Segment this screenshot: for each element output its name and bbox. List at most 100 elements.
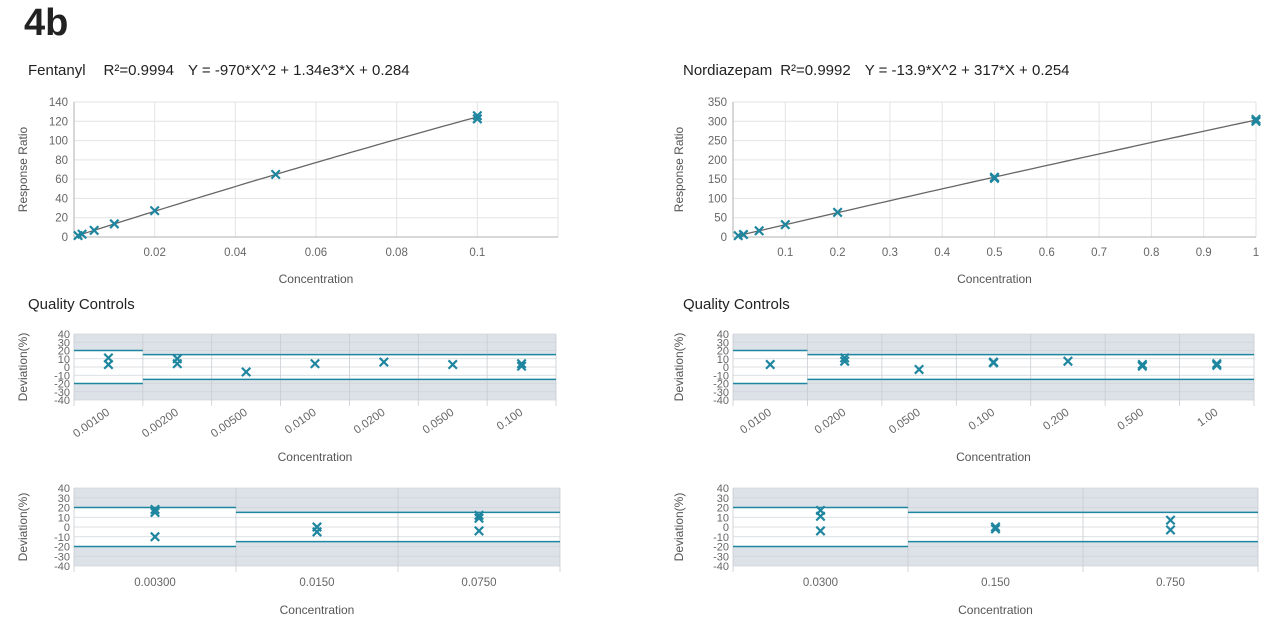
fentanyl-qc-top-qc-point xyxy=(516,358,527,369)
nordiazepam-xtick-label: 0.6 xyxy=(1039,247,1055,259)
fentanyl-qc-top-qc-point xyxy=(103,359,114,370)
nordiazepam-qc-top-xtick-label: 0.100 xyxy=(967,407,997,433)
nordiazepam-qc-top-qc-point xyxy=(839,356,850,367)
fentanyl-title-equation: Y = -970*X^2 + 1.34e3*X + 0.284 xyxy=(188,62,410,79)
fentanyl-ytick-label: 20 xyxy=(55,213,68,225)
fentanyl-qc-top-ytick-label: -30 xyxy=(54,387,70,399)
nordiazepam-qc-top-qc-point xyxy=(1211,358,1222,369)
fentanyl-qc-top-xtick-label: 0.0500 xyxy=(421,407,457,437)
fentanyl-qc-bottom-ytick-label: -10 xyxy=(54,532,70,544)
fentanyl-calibration-point xyxy=(472,110,483,121)
nordiazepam-qc-bottom-ytick-label: -10 xyxy=(713,532,729,544)
nordiazepam-qc-top-ytick-label: 20 xyxy=(717,346,729,358)
fentanyl-qc-top-xtick-label: 0.0100 xyxy=(283,407,319,437)
nordiazepam-qc-top-qc-point xyxy=(839,352,850,363)
nordiazepam-qc-bottom-ytick-label: 20 xyxy=(717,503,729,515)
fentanyl-xtick-label: 0.06 xyxy=(305,247,327,259)
nordiazepam-qc-top-qc-point xyxy=(1137,361,1148,372)
fentanyl-ytick-label: 120 xyxy=(49,116,68,128)
nordiazepam-qc-top-ytick-label: -20 xyxy=(713,379,729,391)
nordiazepam-title: Nordiazepam R²=0.9992 Y = -13.9*X^2 + 317*… xyxy=(683,63,1070,78)
nordiazepam-x-axis-title: Concentration xyxy=(957,272,1032,286)
fentanyl-qc-bottom-x-axis-title: Concentration xyxy=(280,603,355,617)
nordiazepam-qc-top-ytick-label: -30 xyxy=(713,387,729,399)
fentanyl-ytick-label: 60 xyxy=(55,174,68,186)
nordiazepam-qc-top-ytick-label: 30 xyxy=(717,337,729,349)
fentanyl-qc-top-qc-point xyxy=(516,361,527,372)
nordiazepam-qc-top-ytick-label: 0 xyxy=(723,362,729,374)
fentanyl-qc-bottom-qc-point xyxy=(312,526,322,537)
nordiazepam-qc-bottom-ytick-label: 30 xyxy=(717,493,729,505)
nordiazepam-calibration-chart: 0 50 100 150 200 250 300 350 0.1 0.2 0.3 0.4 0.5 0.6 0… xyxy=(672,97,1261,286)
nordiazepam-qc-bottom-ytick-label: -40 xyxy=(713,561,729,573)
fentanyl-qc-top-x-axis-title: Concentration xyxy=(278,450,353,464)
fentanyl-title-r2: R²=0.9994 xyxy=(103,62,175,79)
nordiazepam-ytick-label: 50 xyxy=(714,213,727,225)
fentanyl-qc-bottom-ytick-label: 0 xyxy=(64,522,70,534)
nordiazepam-qc-top-xtick-label: 0.0200 xyxy=(813,407,849,437)
nordiazepam-qc-top-ytick-label: -10 xyxy=(713,370,729,382)
nordiazepam-qc-top-qc-point xyxy=(765,359,776,370)
fentanyl-ytick-label: 0 xyxy=(62,232,68,244)
fentanyl-qc-top-qc-point xyxy=(172,358,183,369)
nordiazepam-qc-bottom-x-axis-title: Concentration xyxy=(958,603,1033,617)
fentanyl-qc-bottom-ytick-label: 10 xyxy=(58,512,70,524)
fentanyl-qc-top-y-axis-title: Deviation(%) xyxy=(16,333,30,402)
nordiazepam-xtick-label: 0.7 xyxy=(1091,247,1107,259)
fentanyl-qc-bottom-y-axis-title: Deviation(%) xyxy=(16,493,30,562)
fentanyl-xtick-label: 0.02 xyxy=(143,247,165,259)
nordiazepam-qc-top-qc-point xyxy=(1137,359,1148,370)
fentanyl-qc-top-ytick-label: 20 xyxy=(58,346,70,358)
fentanyl-ytick-label: 140 xyxy=(49,97,68,109)
fentanyl-y-axis-title: Response Ratio xyxy=(16,126,30,212)
fentanyl-qc-top-qc-point xyxy=(241,366,252,377)
fentanyl-qc-bottom-ytick-label: -20 xyxy=(54,542,70,554)
fentanyl-qc-top-ytick-label: -20 xyxy=(54,379,70,391)
nordiazepam-qc-bottom-qc-point xyxy=(815,525,826,536)
nordiazepam-qc-bottom-xtick-label: 0.150 xyxy=(981,577,1010,589)
nordiazepam-qc-top-qc-point xyxy=(914,364,925,375)
nordiazepam-ytick-label: 100 xyxy=(708,193,727,205)
nordiazepam-calibration-point xyxy=(1251,114,1261,125)
nordiazepam-ytick-label: 0 xyxy=(721,232,727,244)
nordiazepam-qc-top-x-axis-title: Concentration xyxy=(956,450,1031,464)
fentanyl-qc-bottom-ytick-label: 30 xyxy=(58,493,70,505)
nordiazepam-calibration-point xyxy=(832,207,843,218)
fentanyl-qc-bottom-ytick-label: -30 xyxy=(54,551,70,563)
nordiazepam-qc-top-ytick-label: 40 xyxy=(717,329,729,341)
nordiazepam-ytick-label: 300 xyxy=(708,116,727,128)
nordiazepam-qc-top-y-axis-title: Deviation(%) xyxy=(672,333,686,402)
nordiazepam-qc-bottom-qc-point xyxy=(815,511,826,522)
nordiazepam-qc-bottom-ytick-label: -30 xyxy=(713,551,729,563)
nordiazepam-title-equation: Y = -13.9*X^2 + 317*X + 0.254 xyxy=(864,62,1070,79)
fentanyl-qc-bottom-xtick-label: 0.0150 xyxy=(299,577,334,589)
fentanyl-qc-top-xtick-label: 0.100 xyxy=(495,407,525,433)
nordiazepam-qc-top-xtick-label: 0.500 xyxy=(1116,407,1146,433)
nordiazepam-title-compound: Nordiazepam xyxy=(683,62,773,79)
nordiazepam-qc-bottom-ytick-label: 10 xyxy=(717,512,729,524)
fentanyl-title: Fentanyl R²=0.9994 Y = -970*X^2 + 1.34e3*X… xyxy=(28,63,410,78)
fentanyl-calibration-point xyxy=(472,113,483,124)
nordiazepam-xtick-label: 1 xyxy=(1253,247,1259,259)
nordiazepam-xtick-label: 0.3 xyxy=(882,247,898,259)
nordiazepam-ytick-label: 350 xyxy=(708,97,727,109)
nordiazepam-qc-title: Quality Controls xyxy=(683,296,790,313)
nordiazepam-qc-bottom-ytick-label: -20 xyxy=(713,542,729,554)
nordiazepam-qc-bottom-qc-point xyxy=(990,522,1001,532)
fentanyl-qc-bottom-ytick-label: -40 xyxy=(54,561,70,573)
fentanyl-qc-top-ytick-label: -10 xyxy=(54,370,70,382)
fentanyl-qc-top-xtick-label: 0.00500 xyxy=(209,407,250,441)
fentanyl-title-compound: Fentanyl xyxy=(28,62,86,79)
nordiazepam-qc-top-qc-point xyxy=(1211,360,1222,371)
fentanyl-qc-top-xtick-label: 0.00200 xyxy=(140,407,181,441)
fentanyl-qc-bottom-qc-point xyxy=(150,507,160,518)
nordiazepam-qc-top-qc-point xyxy=(988,357,999,368)
fentanyl-qc-bottom-ytick-label: 40 xyxy=(58,483,70,495)
fentanyl-qc-top-ytick-label: 30 xyxy=(58,337,70,349)
nordiazepam-calibration-point xyxy=(989,173,1000,184)
fentanyl-qc-top-xtick-label: 0.00100 xyxy=(71,407,112,441)
